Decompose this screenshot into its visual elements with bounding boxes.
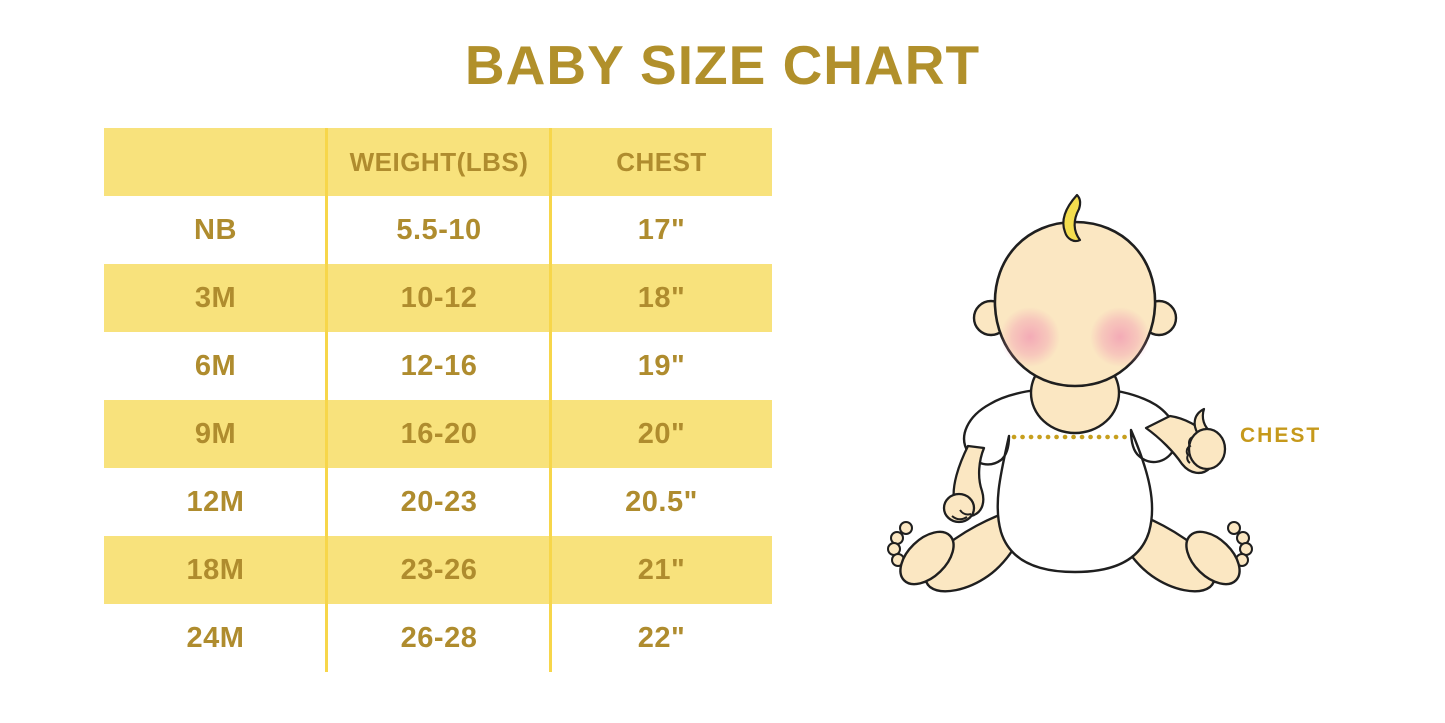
size-cell: 12M (186, 485, 245, 518)
baby-hand-left (942, 492, 976, 524)
column-divider-line (549, 128, 552, 672)
chest-cell: 20" (637, 417, 686, 450)
chest-cell: 17" (637, 213, 686, 246)
size-cell: 9M (194, 417, 237, 450)
size-cell: 18M (186, 553, 245, 586)
baby-blush-right (1080, 297, 1160, 377)
chest-cell: 19" (637, 349, 686, 382)
chest-measurement-label: CHEST (1240, 424, 1322, 447)
weight-cell: 26-28 (400, 621, 478, 654)
weight-cell: 12-16 (400, 349, 478, 382)
size-cell: 3M (194, 281, 237, 314)
chest-cell: 21" (637, 553, 686, 586)
chest-cell: 20.5" (625, 485, 698, 518)
baby-arm-left (942, 444, 986, 524)
column-divider-line (325, 128, 328, 672)
table-row-nb: NB 5.5-10 17" (104, 196, 772, 264)
size-table: WEIGHT(LBS) CHEST NB 5.5-10 17" 3M 10-12… (104, 128, 772, 672)
baby-foot-right (1185, 521, 1253, 586)
baby-foot-left (887, 521, 955, 586)
table-row-6m: 6M 12-16 19" (104, 332, 772, 400)
table-header-row: WEIGHT(LBS) CHEST (104, 128, 772, 196)
weight-cell: 23-26 (400, 553, 478, 586)
chest-cell: 18" (637, 281, 686, 314)
size-cell: 6M (194, 349, 237, 382)
table-row-3m: 3M 10-12 18" (104, 264, 772, 332)
page-title: BABY SIZE CHART (464, 34, 981, 96)
weight-cell: 10-12 (400, 281, 478, 314)
baby-illustration (880, 190, 1260, 640)
chest-cell: 22" (637, 621, 686, 654)
baby-blush-left (990, 297, 1070, 377)
hair-tuft-icon (1062, 193, 1082, 243)
weight-cell: 20-23 (400, 485, 478, 518)
header-weight-cell: WEIGHT(LBS) (349, 146, 529, 177)
header-chest-cell: CHEST (616, 146, 707, 177)
baby-arm-right (1144, 407, 1227, 475)
weight-cell: 5.5-10 (396, 213, 482, 246)
table-row-9m: 9M 16-20 20" (104, 400, 772, 468)
table-row-24m: 24M 26-28 22" (104, 604, 772, 672)
table-row-12m: 12M 20-23 20.5" (104, 468, 772, 536)
weight-cell: 16-20 (400, 417, 478, 450)
size-cell: NB (194, 213, 237, 246)
size-cell: 24M (186, 621, 245, 654)
baby-fist-right (1187, 427, 1227, 471)
header-size-cell (104, 128, 327, 196)
table-row-18m: 18M 23-26 21" (104, 536, 772, 604)
